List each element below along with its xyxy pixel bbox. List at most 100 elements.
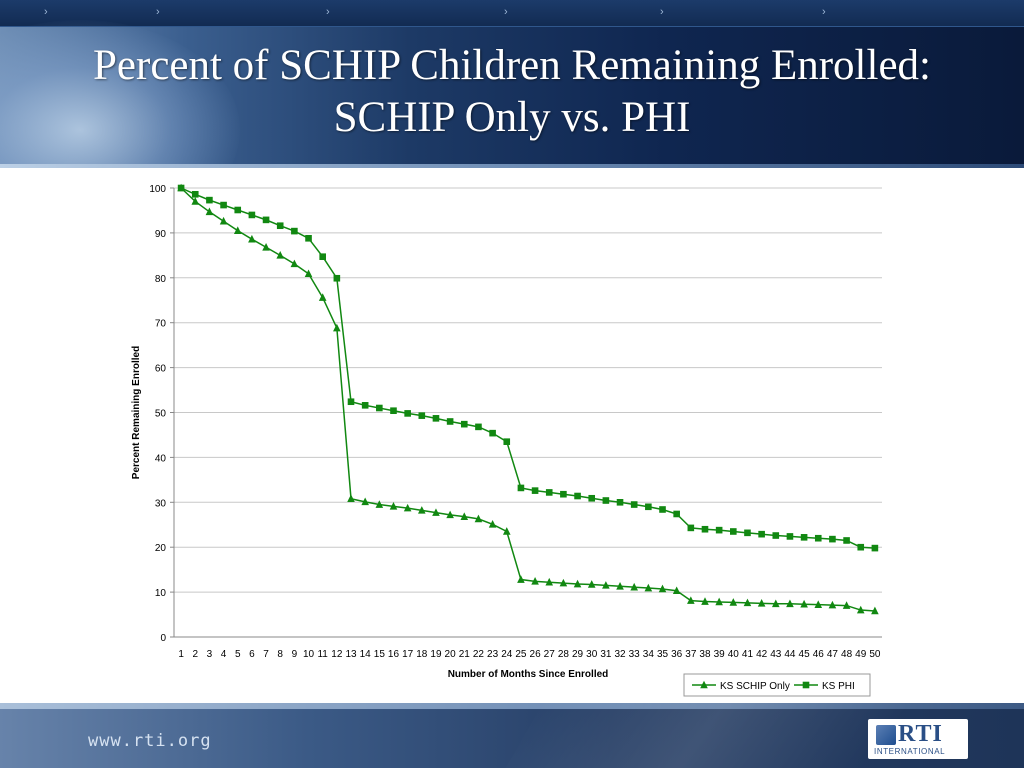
x-tick-label: 26 (530, 649, 542, 660)
point-ks-schip-only (276, 251, 285, 259)
y-tick-label: 40 (155, 453, 167, 464)
y-axis-title: Percent Remaining Enrolled (131, 346, 142, 479)
point-ks-phi (744, 529, 751, 537)
point-ks-phi (376, 404, 383, 412)
point-ks-schip-only (573, 579, 582, 588)
point-ks-phi (319, 253, 326, 260)
point-ks-schip-only (658, 584, 667, 593)
slide-header: › › › › › › Percent of SCHIP Children Re… (0, 0, 1024, 168)
y-tick-label: 80 (155, 274, 167, 285)
footer-url: www.rti.org (88, 731, 212, 751)
x-tick-label: 13 (345, 649, 357, 660)
point-ks-schip-only (559, 578, 568, 587)
point-ks-schip-only (304, 269, 313, 278)
x-tick-label: 17 (402, 649, 414, 660)
point-ks-schip-only (446, 510, 454, 519)
x-tick-label: 28 (558, 649, 570, 660)
point-ks-phi (701, 525, 709, 533)
point-ks-schip-only (771, 599, 780, 608)
point-ks-schip-only (474, 514, 483, 523)
point-ks-phi (574, 492, 581, 500)
point-ks-phi (333, 274, 341, 282)
rti-logo: RTI INTERNATIONAL (868, 719, 968, 759)
point-ks-schip-only (602, 581, 610, 589)
point-ks-schip-only (672, 586, 681, 595)
point-ks-phi (248, 211, 256, 219)
point-ks-schip-only (219, 216, 228, 225)
x-tick-label: 11 (317, 649, 328, 660)
logo-name: RTI (898, 721, 943, 747)
point-ks-phi (177, 184, 185, 192)
point-ks-schip-only (460, 512, 469, 520)
point-ks-phi (843, 537, 850, 544)
y-tick-label: 0 (160, 633, 166, 644)
point-ks-schip-only (587, 580, 596, 588)
x-tick-label: 9 (292, 649, 298, 660)
slide-title: Percent of SCHIP Children Remaining Enro… (0, 40, 1024, 144)
point-ks-schip-only (488, 520, 497, 528)
x-tick-label: 3 (207, 649, 213, 660)
x-tick-label: 39 (714, 649, 726, 660)
x-tick-label: 5 (235, 649, 241, 660)
legend-box (683, 673, 871, 697)
x-axis-title: Number of Months Since Enrolled (448, 669, 609, 680)
point-ks-schip-only (786, 599, 794, 608)
point-ks-phi (687, 524, 695, 532)
x-tick-label: 32 (614, 649, 626, 660)
x-tick-label: 20 (445, 649, 457, 660)
legend-label-ks-schip-only: KS SCHIP Only (720, 681, 790, 692)
chevron-right-icon: › (156, 6, 160, 18)
point-ks-phi (517, 484, 525, 492)
point-ks-phi (531, 487, 539, 494)
point-ks-phi (418, 412, 426, 419)
slide-footer: www.rti.org RTI INTERNATIONAL (0, 703, 1024, 768)
x-tick-label: 24 (501, 649, 513, 660)
point-ks-schip-only (233, 226, 242, 234)
point-ks-schip-only (290, 259, 299, 268)
x-tick-label: 14 (360, 649, 372, 660)
x-tick-label: 37 (685, 649, 697, 660)
y-tick-label: 100 (149, 184, 166, 195)
x-tick-label: 18 (416, 649, 428, 660)
point-ks-schip-only (418, 506, 426, 514)
point-ks-phi (730, 528, 737, 535)
y-tick-label: 50 (155, 409, 167, 420)
x-tick-label: 23 (487, 649, 499, 660)
point-ks-phi (645, 503, 652, 511)
x-tick-label: 50 (869, 649, 881, 660)
point-ks-schip-only (545, 577, 554, 586)
point-ks-schip-only (856, 605, 865, 614)
x-tick-label: 47 (827, 649, 839, 660)
point-ks-schip-only (616, 581, 624, 590)
x-tick-label: 25 (515, 649, 527, 660)
point-ks-schip-only (715, 597, 723, 606)
point-ks-phi (432, 415, 440, 422)
point-ks-phi (800, 534, 808, 541)
point-ks-schip-only (757, 599, 766, 607)
x-tick-label: 22 (473, 649, 485, 660)
slide-title-line2: SCHIP Only vs. PHI (333, 94, 691, 141)
point-ks-schip-only (248, 234, 256, 243)
x-tick-label: 4 (221, 649, 227, 660)
point-ks-schip-only (701, 597, 709, 605)
point-ks-phi (503, 438, 511, 445)
point-ks-schip-only (333, 323, 341, 332)
legend-marker-ks-phi (802, 681, 810, 689)
point-ks-phi (857, 543, 865, 551)
point-ks-phi (659, 506, 666, 513)
footer-stripe (0, 703, 1024, 709)
x-tick-label: 30 (586, 649, 598, 660)
point-ks-schip-only (743, 598, 752, 607)
y-tick-label: 60 (155, 364, 167, 375)
x-tick-label: 15 (374, 649, 386, 660)
point-ks-schip-only (517, 575, 525, 583)
point-ks-phi (673, 510, 680, 518)
point-ks-phi (489, 429, 496, 437)
point-ks-schip-only (842, 601, 851, 609)
point-ks-schip-only (687, 596, 695, 604)
x-tick-label: 21 (459, 649, 471, 660)
logo-mark-icon (876, 725, 896, 745)
point-ks-phi (460, 420, 468, 428)
point-ks-schip-only (531, 577, 539, 585)
